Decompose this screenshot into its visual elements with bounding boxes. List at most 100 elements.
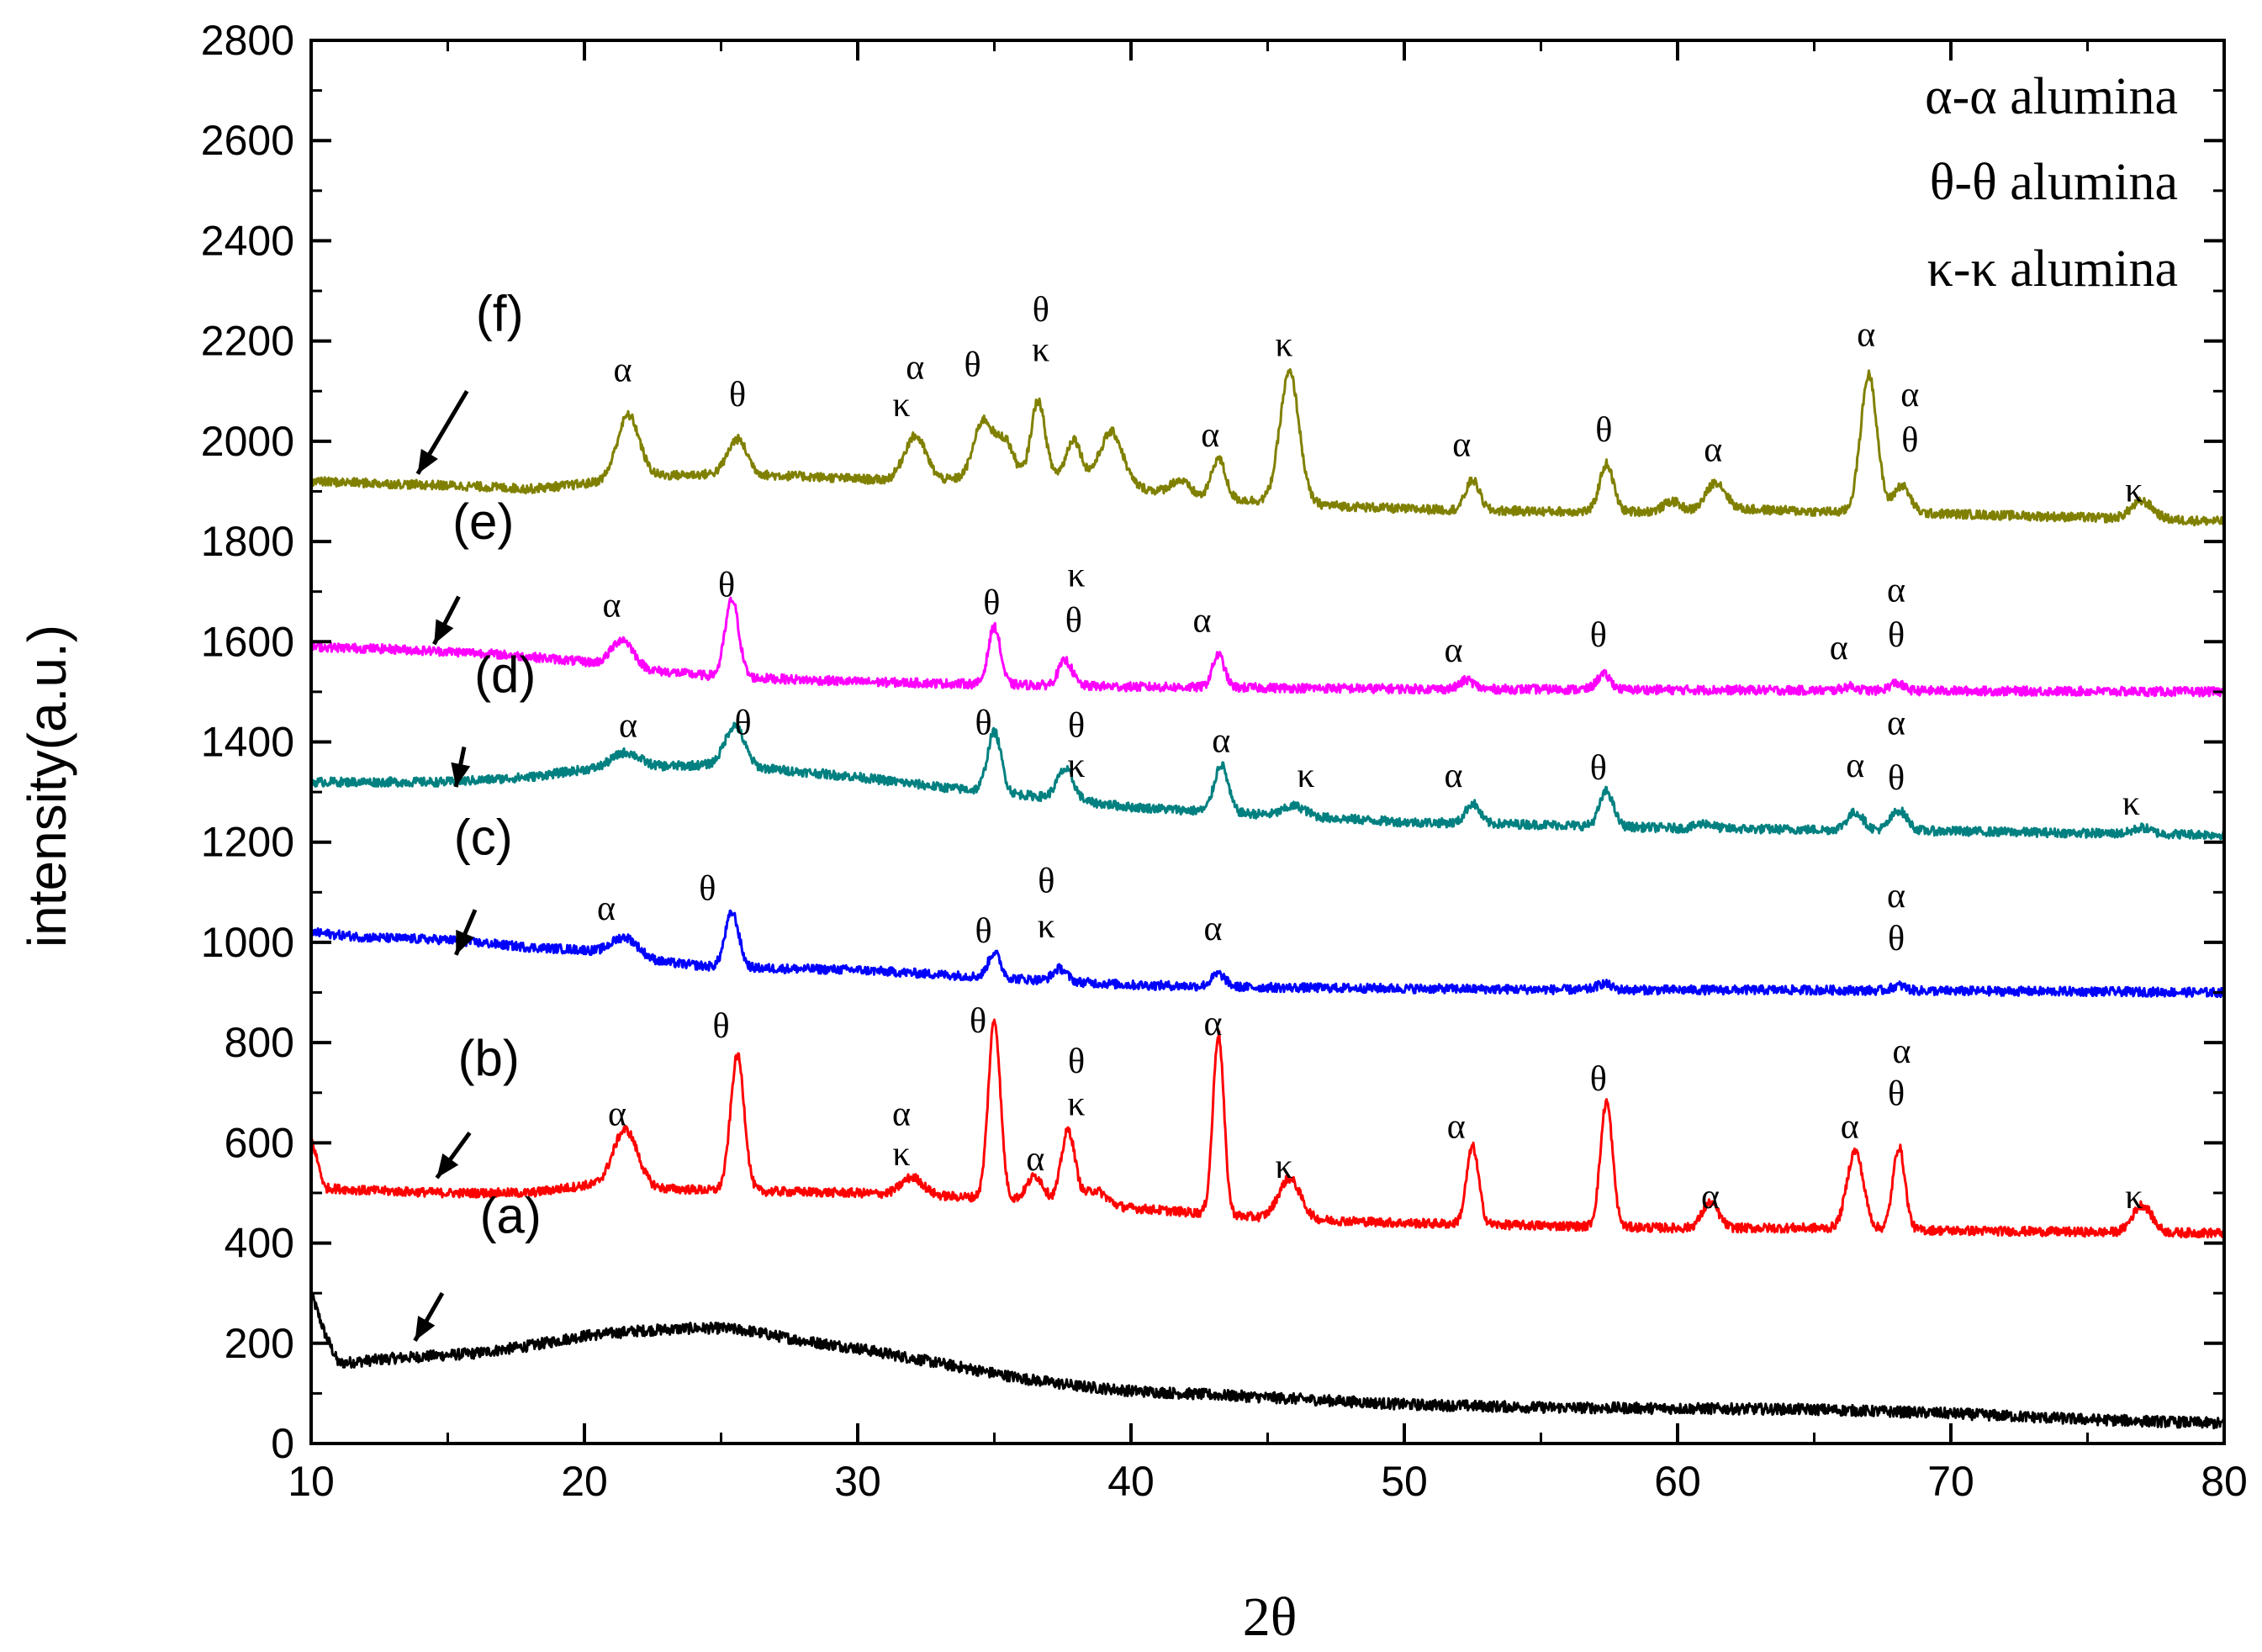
peak-label: α bbox=[1212, 721, 1230, 760]
peak-label: θ bbox=[699, 869, 716, 908]
series-line bbox=[309, 909, 2226, 999]
y-tick-label: 1600 bbox=[201, 618, 294, 665]
peak-label: α bbox=[1846, 747, 1864, 785]
peak-label: κ bbox=[2122, 784, 2140, 823]
peak-label: κ bbox=[2125, 471, 2143, 509]
y-tick-label: 400 bbox=[225, 1220, 294, 1267]
peak-label: α bbox=[602, 586, 621, 625]
peak-label: θ bbox=[975, 912, 991, 951]
y-tick-label: 800 bbox=[225, 1019, 294, 1066]
peak-label: κ bbox=[1067, 1085, 1085, 1124]
peak-label: α bbox=[1887, 572, 1905, 610]
peak-label: α bbox=[1192, 601, 1211, 640]
x-tick-label: 50 bbox=[1381, 1458, 1428, 1505]
y-tick-label: 2000 bbox=[201, 418, 294, 465]
peak-label: θ bbox=[1590, 749, 1607, 788]
peak-label: θ bbox=[975, 705, 991, 743]
peak-label: θ bbox=[1068, 707, 1085, 746]
peak-label: α bbox=[1444, 757, 1462, 795]
series-line bbox=[309, 721, 2225, 841]
y-tick-label: 1200 bbox=[201, 819, 294, 866]
peak-label: κ bbox=[892, 1135, 910, 1174]
peak-label: α bbox=[1887, 877, 1905, 916]
series-arrowhead bbox=[417, 448, 438, 474]
series-label: (e) bbox=[452, 493, 514, 550]
series-label: (f) bbox=[476, 286, 524, 342]
peak-label: θ bbox=[1068, 1042, 1085, 1081]
y-tick-label: 2200 bbox=[201, 318, 294, 365]
peak-label: α bbox=[1203, 910, 1222, 948]
peak-label: κ bbox=[1067, 557, 1085, 595]
series-b bbox=[309, 1018, 2226, 1239]
peak-label: α bbox=[906, 348, 924, 387]
peak-label: θ bbox=[964, 346, 980, 384]
peak-label: θ bbox=[1888, 1075, 1905, 1114]
peak-label: α bbox=[1857, 316, 1875, 355]
peak-label: θ bbox=[712, 1007, 729, 1046]
series-line bbox=[309, 1018, 2226, 1239]
x-tick-label: 10 bbox=[288, 1458, 335, 1505]
peak-label: κ bbox=[1038, 907, 1055, 946]
peak-label: θ bbox=[1033, 291, 1049, 330]
y-tick-label: 600 bbox=[225, 1119, 294, 1166]
peak-label: α bbox=[892, 1095, 911, 1133]
series-arrowhead bbox=[436, 1153, 459, 1179]
peak-label: θ bbox=[1901, 421, 1918, 460]
y-axis-title: intensity(a.u.) bbox=[17, 625, 77, 947]
series-label: (d) bbox=[474, 647, 536, 703]
y-tick-label: 2400 bbox=[201, 217, 294, 264]
x-tick-label: 80 bbox=[2201, 1458, 2248, 1505]
peak-label: θ bbox=[1888, 759, 1905, 798]
peak-label: α bbox=[1892, 1032, 1911, 1071]
y-tick-label: 1800 bbox=[201, 518, 294, 565]
peak-label: α bbox=[1444, 631, 1462, 670]
peak-label: θ bbox=[1888, 616, 1905, 655]
peak-label: α bbox=[1201, 416, 1219, 455]
peak-label: α bbox=[608, 1095, 626, 1133]
peak-label: α bbox=[1026, 1140, 1044, 1179]
series-curves bbox=[309, 367, 2226, 1430]
series-d bbox=[309, 721, 2225, 841]
peak-label: κ bbox=[1032, 330, 1049, 369]
peak-label: θ bbox=[718, 567, 735, 605]
x-tick-label: 60 bbox=[1654, 1458, 1701, 1505]
peak-label: θ bbox=[1038, 862, 1054, 900]
x-tick-label: 20 bbox=[561, 1458, 608, 1505]
series-label: (a) bbox=[480, 1188, 542, 1244]
peak-label: α bbox=[1841, 1107, 1859, 1146]
peak-label: θ bbox=[983, 584, 1000, 623]
peak-label: α bbox=[1887, 705, 1905, 743]
peak-label: θ bbox=[729, 376, 746, 414]
peak-label: α bbox=[1447, 1107, 1466, 1146]
y-tick-label: 2800 bbox=[201, 17, 294, 64]
peak-label: κ bbox=[1067, 747, 1085, 785]
peak-label: θ bbox=[1595, 411, 1612, 450]
series-e bbox=[309, 596, 2226, 698]
series-arrowhead bbox=[434, 619, 454, 645]
series-label: (c) bbox=[454, 810, 513, 866]
peak-label: α bbox=[1900, 376, 1919, 414]
series-line bbox=[309, 1290, 2226, 1430]
peak-label: α bbox=[1203, 1005, 1222, 1043]
x-tick-label: 70 bbox=[1927, 1458, 1974, 1505]
peak-label: θ bbox=[970, 1002, 986, 1041]
series-c bbox=[309, 909, 2226, 999]
x-tick-label: 40 bbox=[1107, 1458, 1155, 1505]
series-label: (b) bbox=[458, 1030, 520, 1086]
peak-label: κ bbox=[1275, 1148, 1292, 1186]
legend-entry-alpha: α-α alumina bbox=[1925, 68, 2178, 125]
peak-label: α bbox=[597, 889, 616, 928]
series-f bbox=[309, 367, 2226, 526]
peak-label: κ bbox=[2125, 1178, 2143, 1217]
series-line bbox=[309, 367, 2226, 526]
peak-label: α bbox=[1830, 629, 1848, 668]
legend-entry-kappa: κ-κ alumina bbox=[1927, 240, 2178, 298]
peak-label: κ bbox=[1297, 757, 1314, 795]
peak-label: κ bbox=[1275, 326, 1292, 365]
x-tick-label: 30 bbox=[834, 1458, 881, 1505]
peak-label: α bbox=[1701, 1178, 1720, 1217]
series-arrowhead bbox=[415, 1316, 436, 1341]
y-tick-label: 1400 bbox=[201, 719, 294, 766]
